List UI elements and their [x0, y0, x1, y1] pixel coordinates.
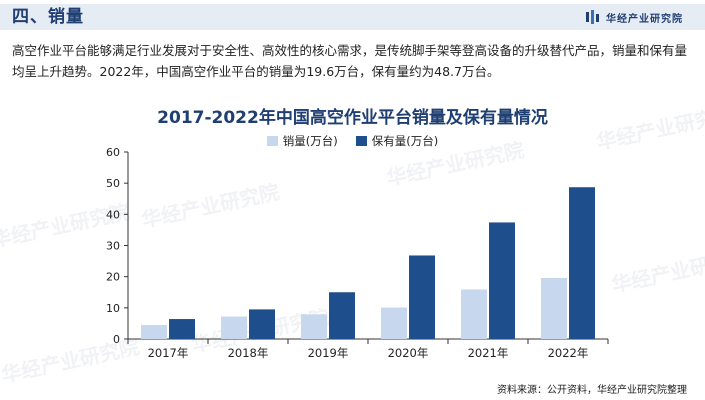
- y-tick-label: 30: [106, 240, 120, 253]
- x-tick-label: 2021年: [468, 346, 509, 360]
- brand-logo-icon: [586, 10, 599, 24]
- x-tick-label: 2022年: [548, 346, 589, 360]
- y-tick-label: 50: [106, 177, 120, 190]
- bar-inventory: [409, 255, 435, 339]
- x-tick-label: 2018年: [228, 346, 269, 360]
- x-tick-label: 2017年: [148, 346, 189, 360]
- y-tick-label: 10: [106, 302, 120, 315]
- legend-item-inventory: 保有量(万台): [355, 133, 439, 149]
- legend-swatch-inventory: [355, 136, 367, 146]
- legend-label-inventory: 保有量(万台): [371, 134, 439, 148]
- legend-swatch-sales: [266, 136, 278, 146]
- y-tick-label: 40: [106, 208, 120, 221]
- bar-sales: [461, 289, 487, 339]
- bar-sales: [301, 314, 327, 339]
- x-tick-label: 2020年: [388, 346, 429, 360]
- brand-name: 华经产业研究院: [606, 13, 683, 25]
- y-tick-label: 0: [113, 333, 120, 346]
- bar-inventory: [329, 292, 355, 339]
- brand: 华经产业研究院: [586, 8, 683, 26]
- y-tick-label: 60: [106, 146, 120, 159]
- bar-sales: [221, 316, 247, 339]
- bar-inventory: [489, 222, 515, 339]
- y-tick-label: 20: [106, 271, 120, 284]
- chart-title: 2017-2022年中国高空作业平台销量及保有量情况: [157, 108, 548, 128]
- chart-area: 2017-2022年中国高空作业平台销量及保有量情况 销量(万台) 保有量(万台…: [0, 95, 705, 375]
- source-note: 资料来源：公开资料，华经产业研究院整理: [497, 385, 687, 396]
- section-title: 四、销量: [12, 7, 84, 27]
- chart-legend: 销量(万台) 保有量(万台): [0, 133, 705, 149]
- bar-inventory: [569, 187, 595, 339]
- x-tick-label: 2019年: [308, 346, 349, 360]
- bar-sales: [541, 277, 567, 339]
- legend-item-sales: 销量(万台): [266, 133, 338, 149]
- bar-chart: 0 10 20 30 40 50 60 2017年 2018年 2019年 2020年 2021年 20…: [106, 146, 609, 360]
- bar-inventory: [249, 309, 275, 339]
- body-paragraph: 高空作业平台能够满足行业发展对于安全性、高效性的核心需求，是传统脚手架等登高设备…: [12, 43, 688, 79]
- bar-sales: [381, 307, 407, 339]
- bar-sales: [141, 324, 167, 339]
- bar-inventory: [169, 319, 195, 339]
- legend-label-sales: 销量(万台): [282, 134, 338, 148]
